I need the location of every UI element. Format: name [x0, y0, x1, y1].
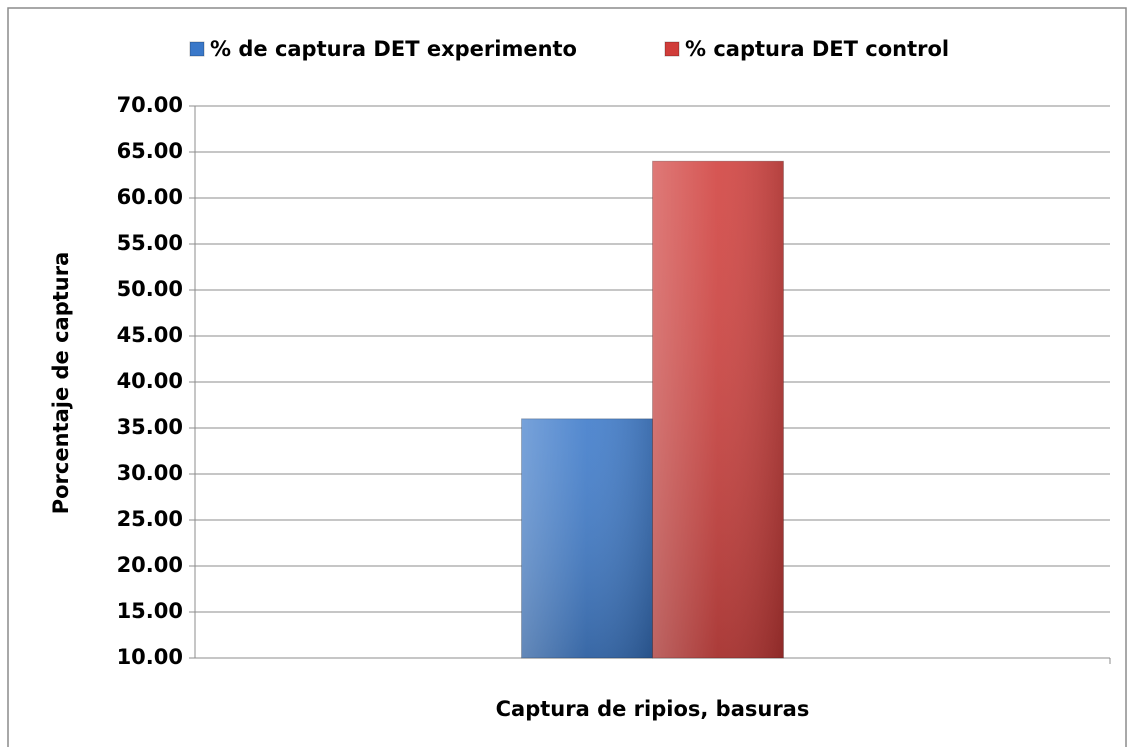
y-tick-label: 55.00 [117, 231, 183, 255]
x-tick-label: Captura de ripios, basuras [496, 697, 810, 721]
y-tick-label: 50.00 [117, 277, 183, 301]
y-tick-label: 40.00 [117, 369, 183, 393]
legend-swatch [664, 41, 680, 57]
y-tick-label: 15.00 [117, 599, 183, 623]
y-tick-label: 20.00 [117, 553, 183, 577]
y-tick-label: 45.00 [117, 323, 183, 347]
y-axis-label: Porcentaje de captura [49, 252, 73, 515]
legend-swatch [189, 41, 205, 57]
y-tick-label: 35.00 [117, 415, 183, 439]
y-tick-label: 30.00 [117, 461, 183, 485]
y-tick-label: 60.00 [117, 185, 183, 209]
legend-label: % captura DET control [685, 37, 949, 61]
legend-label: % de captura DET experimento [210, 37, 577, 61]
bar [652, 160, 784, 659]
y-tick-label: 25.00 [117, 507, 183, 531]
y-tick-label: 10.00 [117, 645, 183, 669]
y-tick-label: 65.00 [117, 139, 183, 163]
bar [521, 418, 653, 659]
y-tick-label: 70.00 [117, 93, 183, 117]
